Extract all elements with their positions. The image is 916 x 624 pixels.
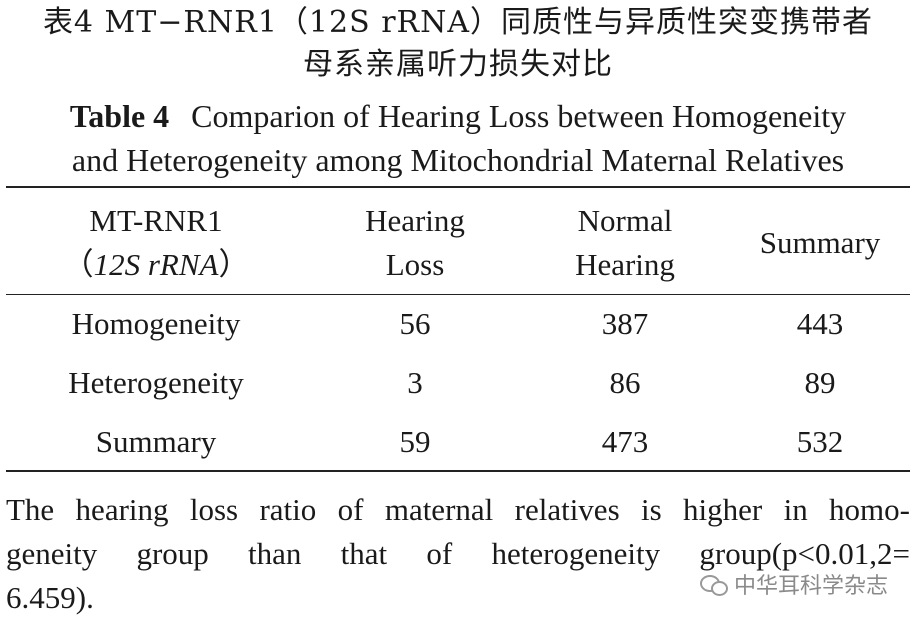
row-summary-label: Summary bbox=[95, 424, 217, 459]
note-line2: geneity group than that of heterogeneity… bbox=[6, 536, 910, 571]
header-col0-paren-close: ） bbox=[218, 247, 250, 282]
row-heterogeneity-hearing-loss: 3 bbox=[407, 365, 423, 400]
row-summary-total: 532 bbox=[796, 424, 844, 459]
header-col0-line1: MT-RNR1 bbox=[89, 203, 223, 238]
header-col0-line2: （12S rRNA） bbox=[20, 243, 292, 287]
chinese-title-line1: 表4 MT−RNR1（12S rRNA）同质性与异质性突变携带者 bbox=[42, 5, 874, 40]
table-bottom-rule bbox=[6, 470, 910, 472]
row-homogeneity-normal-hearing: 387 bbox=[601, 306, 649, 341]
row-homogeneity-summary: 443 bbox=[796, 306, 844, 341]
row-heterogeneity-summary: 89 bbox=[804, 365, 836, 400]
chinese-title-line2: 母系亲属听力损失对比 bbox=[303, 47, 613, 82]
english-title-text1: Comparion of Hearing Loss between Homoge… bbox=[191, 98, 847, 134]
watermark-text: 中华耳科学杂志 bbox=[734, 574, 889, 599]
table-label: Table 4 bbox=[69, 98, 170, 134]
header-col0-paren-open: （ bbox=[62, 247, 94, 282]
row-heterogeneity-normal-hearing: 86 bbox=[609, 365, 641, 400]
row-summary-normal-hearing: 473 bbox=[601, 424, 649, 459]
row-homogeneity-label: Homogeneity bbox=[71, 306, 241, 341]
english-title-line1: Table 4 Comparion of Hearing Loss between… bbox=[0, 96, 916, 136]
header-col0-gene: 12S rRNA bbox=[93, 247, 219, 282]
header-col1-line1: Hearing bbox=[365, 203, 465, 238]
table-top-rule bbox=[6, 186, 910, 188]
row-summary-hearing-loss: 59 bbox=[399, 424, 431, 459]
table-header-rule bbox=[6, 294, 910, 295]
header-col2-line2: Hearing bbox=[575, 247, 675, 282]
english-title-line2: and Heterogeneity among Mitochondrial Ma… bbox=[71, 142, 845, 178]
note-line1: The hearing loss ratio of maternal relat… bbox=[6, 492, 910, 527]
wechat-icon bbox=[700, 573, 728, 596]
header-col2-line1: Normal bbox=[577, 203, 673, 238]
note-line3: 6.459). bbox=[6, 580, 94, 615]
watermark: 中华耳科学杂志 bbox=[700, 568, 888, 600]
row-heterogeneity-label: Heterogeneity bbox=[68, 365, 244, 400]
header-col1-line2: Loss bbox=[385, 247, 445, 282]
header-col3: Summary bbox=[759, 225, 881, 260]
row-homogeneity-hearing-loss: 56 bbox=[399, 306, 431, 341]
